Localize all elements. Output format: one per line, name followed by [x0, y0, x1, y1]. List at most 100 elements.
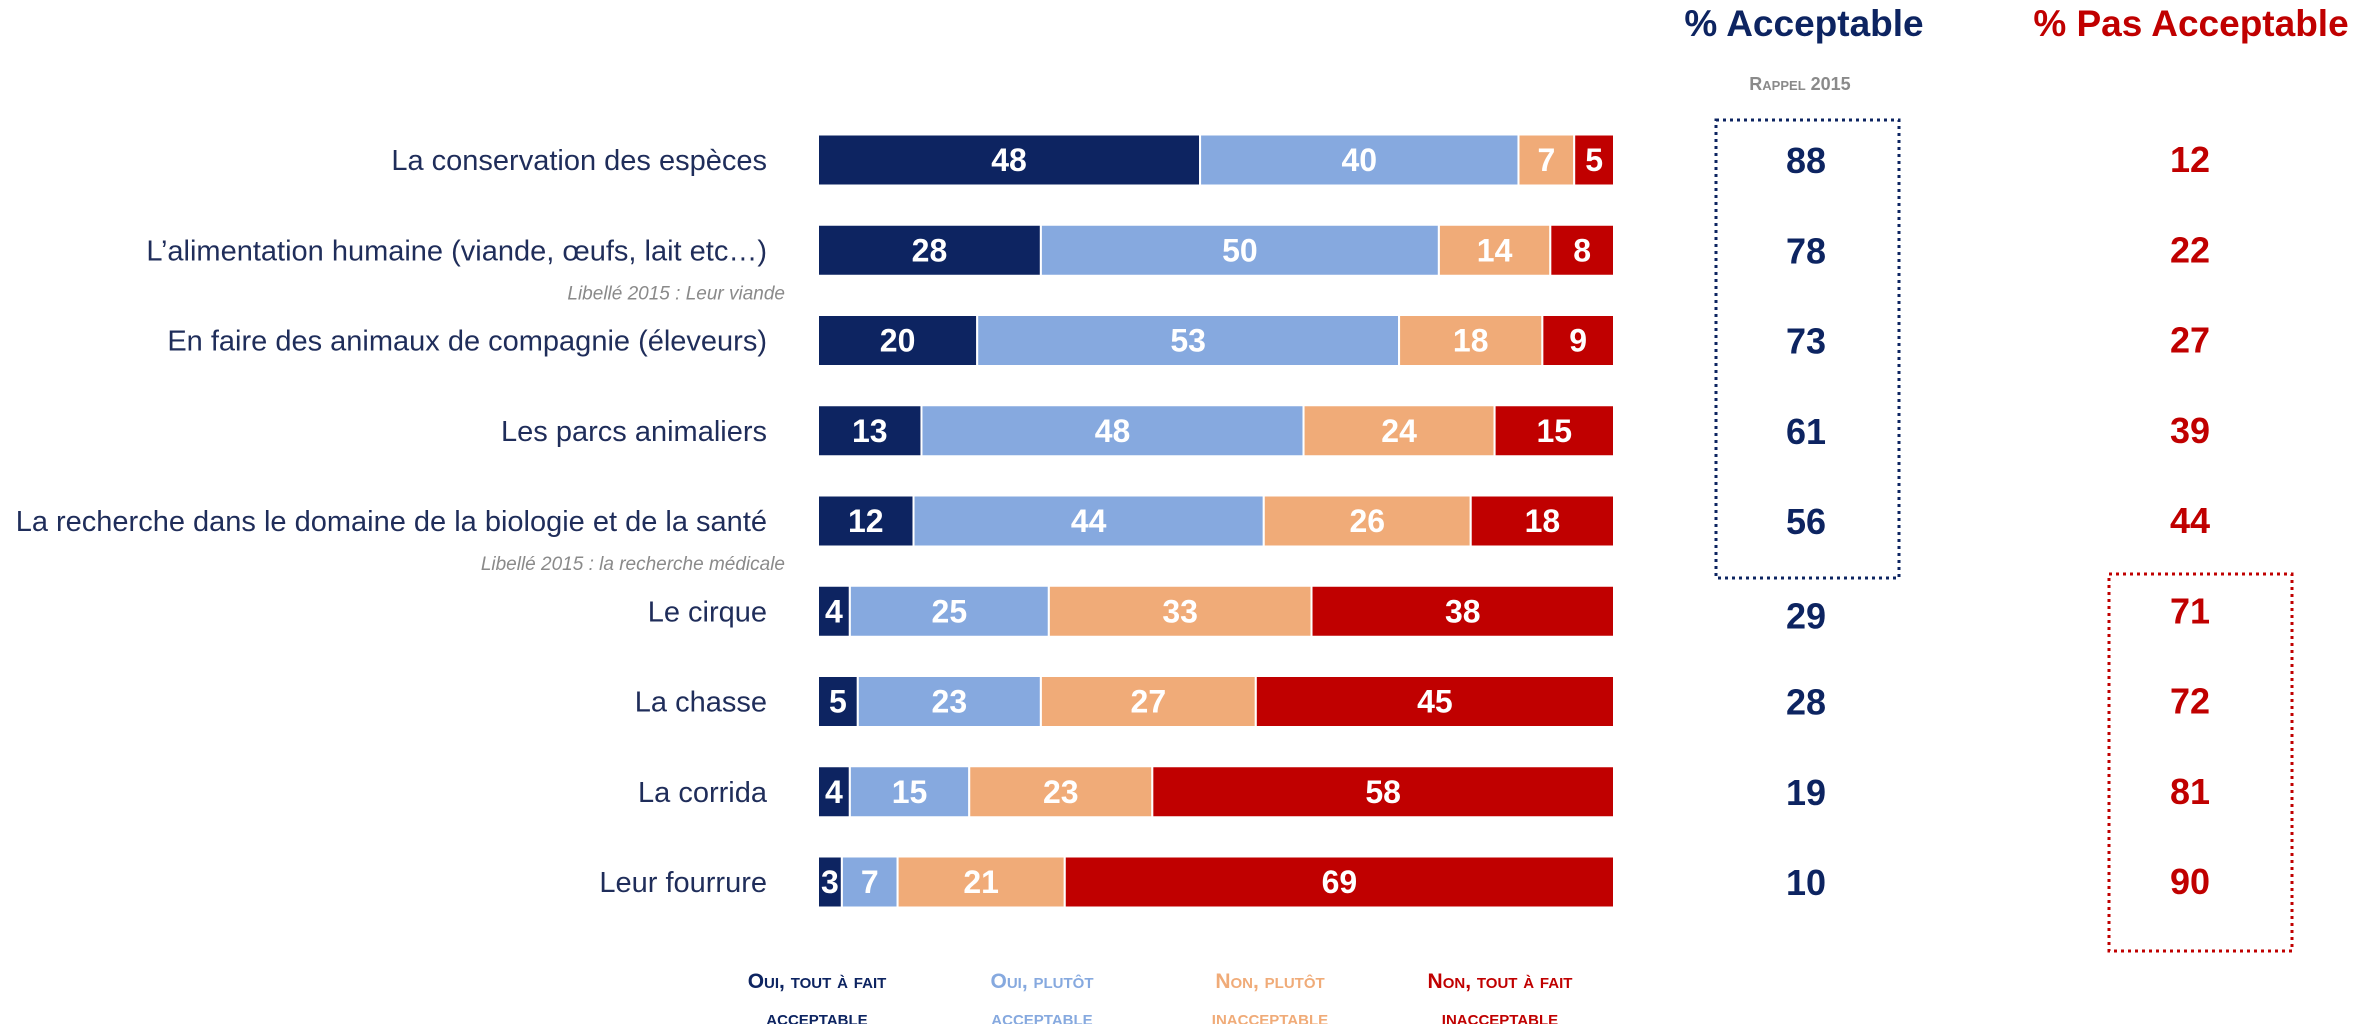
- bar-segment: [817, 675, 859, 728]
- rappel-2015-label: Rappel 2015: [1749, 74, 1850, 94]
- bar-value-label: 7: [861, 864, 879, 900]
- bar-value-label: 25: [932, 593, 968, 629]
- bar-segment: [912, 494, 1265, 548]
- pas-acceptable-total: 22: [2170, 229, 2210, 270]
- pas-acceptable-total: 12: [2170, 139, 2210, 180]
- bar-value-label: 14: [1477, 232, 1513, 268]
- acceptable-total: 56: [1786, 501, 1826, 542]
- acceptable-total: 28: [1786, 682, 1826, 723]
- category-label: La conservation des espèces: [391, 145, 767, 177]
- bar-segment: [817, 404, 923, 458]
- bar-value-label: 28: [912, 232, 948, 268]
- bar-segment: [817, 494, 915, 548]
- majority-unacceptable-frame: [2107, 572, 2294, 953]
- legend-label: Non, plutôt: [1215, 970, 1324, 993]
- pas-acceptable-total: 44: [2170, 500, 2210, 541]
- category-label: L’alimentation humaine (viande, œufs, la…: [146, 235, 767, 267]
- totals-columns: 88 12 78 22 73 27 61 39 56 44 29 71 28 72 19 81 10 90 % Ac…: [1684, 3, 2349, 953]
- bar-value-label: 69: [1322, 864, 1358, 900]
- acceptable-header: % Acceptable: [1684, 3, 1923, 44]
- acceptable-total: 29: [1786, 595, 1826, 636]
- bar-segment: [1151, 765, 1615, 819]
- bar-segment: [1039, 223, 1440, 277]
- acceptable-total: 78: [1786, 230, 1826, 271]
- bar-value-label: 5: [1585, 142, 1603, 178]
- category-label: Les parcs animaliers: [501, 416, 767, 448]
- bar-segment: [1469, 494, 1615, 548]
- rappel-2015-frame: [1714, 118, 1901, 580]
- bar-value-label: 5: [829, 684, 847, 720]
- bar-segment: [1493, 404, 1615, 458]
- bar-value-label: 18: [1525, 503, 1561, 539]
- legend-label: inacceptable: [1212, 1007, 1328, 1024]
- pas-acceptable-total: 27: [2170, 320, 2210, 361]
- legend: Oui, tout à fait acceptable Oui, plutôt acc…: [748, 970, 1573, 1024]
- bar-value-label: 26: [1349, 503, 1385, 539]
- bar-value-label: 3: [821, 864, 839, 900]
- bar-segment: [817, 584, 851, 638]
- bar-segment: [1199, 133, 1520, 187]
- bar-segment: [848, 584, 1050, 638]
- bar-value-label: 48: [1095, 413, 1131, 449]
- bar-value-label: 12: [848, 503, 884, 539]
- category-label: La corrida: [638, 777, 768, 809]
- acceptable-total: 88: [1786, 140, 1826, 181]
- bar-value-label: 58: [1365, 774, 1401, 810]
- bar-value-label: 44: [1071, 503, 1107, 539]
- bar-segment: [976, 314, 1401, 367]
- bar-value-label: 53: [1170, 323, 1206, 359]
- bar-segment: [1437, 223, 1552, 277]
- category-labels: La conservation des espèces L’alimentatio…: [16, 145, 785, 899]
- bar-segment: [1039, 675, 1257, 728]
- legend-label: Oui, plutôt: [991, 970, 1094, 993]
- bar-value-label: 33: [1162, 593, 1198, 629]
- bar-value-label: 15: [1537, 413, 1573, 449]
- bar-segment: [1254, 675, 1616, 728]
- bar-value-label: 23: [1043, 774, 1079, 810]
- bar-segment: [1573, 133, 1615, 187]
- category-label: La chasse: [635, 687, 767, 719]
- bar-value-label: 45: [1417, 684, 1453, 720]
- bar-segment: [1047, 584, 1313, 638]
- acceptable-total: 61: [1786, 411, 1826, 452]
- legend-label: acceptable: [991, 1007, 1092, 1024]
- bar-value-label: 20: [880, 323, 916, 359]
- bar-value-label: 9: [1569, 323, 1587, 359]
- legend-label: Oui, tout à fait: [748, 970, 887, 993]
- bar-segment: [1063, 855, 1615, 909]
- bar-value-label: 48: [991, 142, 1027, 178]
- category-label: En faire des animaux de compagnie (éleve…: [167, 326, 767, 358]
- category-note: Libellé 2015 : la recherche médicale: [481, 554, 785, 575]
- acceptable-total: 73: [1786, 321, 1826, 362]
- bar-segment: [817, 314, 979, 367]
- bar-segment: [1517, 133, 1576, 187]
- bar-segment: [817, 223, 1042, 277]
- legend-label: inacceptable: [1442, 1007, 1558, 1024]
- bar-value-label: 24: [1381, 413, 1417, 449]
- bar-segment: [817, 765, 851, 819]
- pas-acceptable-total: 39: [2170, 410, 2210, 451]
- bar-segment: [840, 855, 899, 909]
- category-note: Libellé 2015 : Leur viande: [567, 283, 785, 304]
- bar-segment: [817, 133, 1202, 187]
- pas-acceptable-total: 71: [2170, 590, 2210, 631]
- bar-value-label: 4: [825, 774, 843, 810]
- bar-value-label: 15: [892, 774, 928, 810]
- acceptable-total: 19: [1786, 772, 1826, 813]
- pas-acceptable-total: 72: [2170, 681, 2210, 722]
- category-label: Leur fourrure: [599, 867, 767, 899]
- bar-segment: [1310, 584, 1616, 638]
- category-label: La recherche dans le domaine de la biolo…: [16, 506, 767, 538]
- bar-value-label: 21: [963, 864, 999, 900]
- bar-value-label: 18: [1453, 323, 1489, 359]
- bar-value-label: 23: [932, 684, 968, 720]
- bar-segment: [1549, 223, 1615, 277]
- legend-label: acceptable: [766, 1007, 867, 1024]
- legend-label: Non, tout à fait: [1428, 970, 1573, 993]
- bar-segment: [920, 404, 1305, 458]
- bar-value-label: 40: [1341, 142, 1377, 178]
- bar-value-label: 38: [1445, 593, 1481, 629]
- bar-segment: [1541, 314, 1615, 367]
